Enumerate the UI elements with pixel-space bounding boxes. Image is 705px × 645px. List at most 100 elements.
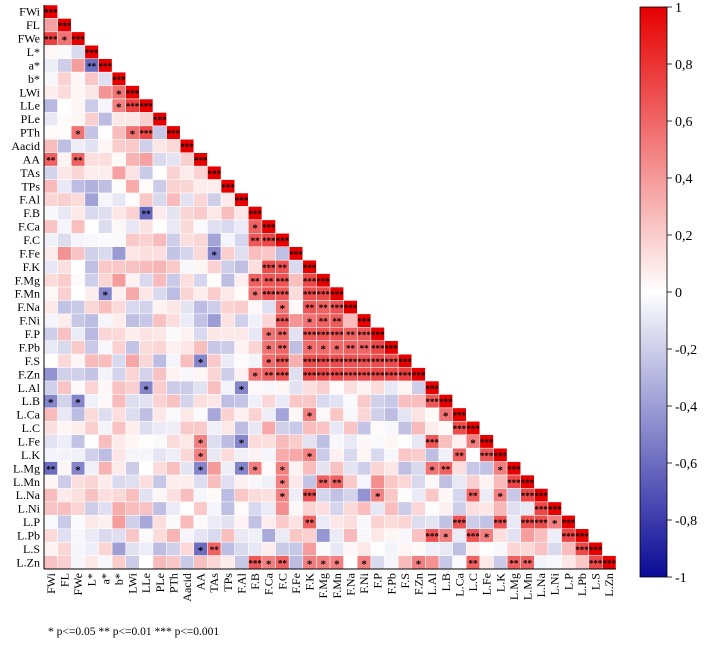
significance-mark: * [307,317,313,329]
heatmap-cell [179,407,195,422]
column-label: L.Na [534,572,548,597]
heatmap-cell [57,58,72,73]
significance-mark: ** [46,464,56,474]
significance-mark: * [307,411,313,423]
heatmap-cell [70,273,86,288]
heatmap-cell [125,421,140,436]
heatmap-cell [84,461,99,476]
significance-mark: *** [357,330,371,340]
heatmap-cell [329,488,344,503]
heatmap-cell [166,474,181,489]
heatmap-cell [370,394,385,409]
heatmap-cell [534,541,549,556]
significance-mark: *** [99,61,113,71]
heatmap-cell [397,394,412,409]
heatmap-cell [397,434,412,449]
heatmap-cell [316,434,331,449]
heatmap-cell [43,501,58,516]
heatmap-cell [111,488,126,503]
heatmap-cell [343,555,358,570]
heatmap-cell [139,461,154,476]
heatmap-cell [179,380,195,395]
significance-mark: *** [330,303,344,313]
heatmap-cell [288,474,304,489]
heatmap-cell [57,112,72,127]
row-label: L.Zn [16,555,40,569]
heatmap-cell [234,447,249,462]
heatmap-cell [220,461,235,476]
heatmap-cell [343,447,358,462]
heatmap-cell [220,286,235,301]
heatmap-cell [84,179,99,194]
heatmap-cell [288,259,304,274]
heatmap-cell [234,327,249,342]
heatmap-cell [248,340,263,355]
significance-mark: *** [330,357,344,367]
significance-mark: ** [346,330,356,340]
heatmap-cell [139,219,154,234]
heatmap-cell [152,488,167,503]
heatmap-cell [70,45,86,59]
colorbar-tick-label: -0,6 [675,457,697,472]
heatmap-cell [207,192,222,207]
significance-mark: * [130,129,136,141]
significance-mark: * [470,437,476,449]
significance-mark: *** [276,357,290,367]
heatmap-cell [288,394,304,409]
heatmap-cell [234,555,249,570]
heatmap-cell [70,165,86,180]
heatmap-cell [234,286,249,301]
heatmap-cell [234,233,249,247]
heatmap-cell [411,515,426,530]
row-label: TAs [20,166,40,180]
heatmap-cell [84,71,99,86]
heatmap-cell [125,474,140,489]
column-label: a* [98,573,112,584]
heatmap-cell [234,488,249,503]
heatmap-cell [234,246,249,261]
heatmap-cell [98,233,113,247]
heatmap-cell [397,515,412,530]
heatmap-cell [316,407,331,422]
heatmap-cell [166,300,181,315]
significance-mark: * [429,464,435,476]
heatmap-cell [370,501,385,516]
heatmap-cell [275,447,290,462]
heatmap-cell [220,353,235,368]
heatmap-cell [179,461,195,476]
heatmap-cell [70,233,86,247]
heatmap-cell [234,541,249,556]
significance-mark: ** [509,558,519,568]
heatmap-cell [179,474,195,489]
heatmap-cell [43,353,58,368]
significance-mark: *** [262,263,276,273]
heatmap-cell [84,286,99,301]
heatmap-cell [70,474,86,489]
heatmap-cell [452,555,467,570]
heatmap-cell [234,421,249,436]
significance-mark: *** [248,558,262,568]
significance-mark: ** [278,330,288,340]
heatmap-cell [234,407,249,422]
heatmap-cell [43,541,58,556]
significance-mark: *** [480,437,494,447]
heatmap-cell [370,541,385,556]
row-label: F.Ni [19,314,40,328]
heatmap-cell [275,394,290,409]
heatmap-cell [261,528,276,543]
heatmap-cell [220,407,235,422]
heatmap-cell [43,71,58,86]
column-label: L* [85,573,99,586]
heatmap-cell [98,327,113,342]
heatmap-cell [57,300,72,315]
significance-mark: *** [344,357,358,367]
significance-mark: * [239,464,245,476]
heatmap-cell [397,555,412,570]
heatmap-cell [357,488,372,503]
significance-mark: ** [319,303,329,313]
significance-mark: * [266,558,272,570]
heatmap-cell [384,394,399,409]
heatmap-cell [139,300,154,315]
heatmap-cell [166,233,181,247]
row-label: F.Al [19,193,40,207]
